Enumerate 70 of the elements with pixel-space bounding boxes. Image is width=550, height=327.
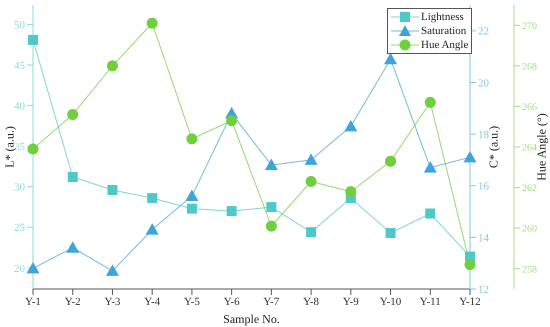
y3-tick-label: 260 bbox=[522, 224, 537, 235]
point bbox=[186, 133, 198, 144]
y3-tick-label: 264 bbox=[522, 142, 537, 154]
point bbox=[425, 208, 436, 219]
legend-label: Hue Angle bbox=[421, 38, 468, 51]
y-tick-label: 30 bbox=[14, 182, 26, 194]
point bbox=[106, 264, 119, 276]
point bbox=[68, 172, 78, 182]
point bbox=[146, 18, 158, 29]
y3-tick-label: 266 bbox=[522, 102, 537, 113]
point bbox=[304, 153, 318, 165]
y-tick-label: 25 bbox=[14, 222, 26, 234]
point bbox=[107, 185, 118, 196]
point bbox=[306, 227, 316, 238]
y-axis-title: L* (a.u.) bbox=[2, 126, 16, 168]
point bbox=[464, 150, 476, 162]
point bbox=[385, 156, 396, 167]
y2-tick-label: 14 bbox=[478, 232, 490, 244]
y-tick-label: 20 bbox=[14, 262, 26, 275]
point bbox=[266, 202, 276, 212]
x-tick-label: Y-8 bbox=[303, 296, 320, 308]
y-tick-label: 35 bbox=[14, 141, 26, 154]
y3-tick-label: 270 bbox=[522, 20, 537, 32]
y2-tick-label: 22 bbox=[478, 26, 489, 38]
x-tick-label: Y-12 bbox=[459, 296, 481, 308]
legend-label: Saturation bbox=[421, 24, 466, 37]
y2-tick-label: 12 bbox=[478, 284, 489, 296]
point bbox=[386, 228, 396, 238]
y-tick-label: 50 bbox=[14, 19, 26, 32]
point bbox=[185, 190, 198, 202]
point bbox=[66, 241, 80, 253]
point bbox=[67, 109, 78, 120]
point bbox=[226, 206, 237, 216]
point bbox=[28, 34, 38, 45]
legend-label: Lightness bbox=[421, 10, 464, 23]
point bbox=[424, 161, 437, 173]
point bbox=[186, 204, 197, 214]
x-tick-label: Y-9 bbox=[342, 296, 360, 308]
y3-tick-label: 268 bbox=[522, 61, 537, 72]
y-tick-label: 40 bbox=[14, 100, 26, 113]
y3-tick-label: 258 bbox=[522, 264, 537, 276]
x-axis-title: Sample No. bbox=[223, 312, 280, 326]
point bbox=[264, 158, 278, 170]
x-tick-label: Y-6 bbox=[224, 296, 240, 308]
point bbox=[306, 176, 317, 187]
point bbox=[464, 259, 476, 270]
x-tick-label: Y-10 bbox=[380, 296, 402, 308]
x-tick-label: Y-2 bbox=[64, 296, 81, 308]
x-tick-label: Y-3 bbox=[104, 296, 121, 308]
point bbox=[26, 262, 40, 274]
point bbox=[424, 96, 436, 108]
point bbox=[345, 186, 356, 198]
y3-tick-label: 262 bbox=[522, 183, 537, 194]
point bbox=[146, 223, 159, 235]
x-tick-label: Y-11 bbox=[420, 296, 441, 308]
y2-tick-label: 16 bbox=[478, 180, 490, 193]
y2-tick-label: 18 bbox=[478, 128, 490, 141]
point bbox=[384, 52, 398, 64]
point bbox=[106, 60, 118, 72]
point bbox=[266, 220, 277, 232]
x-tick-label: Y-7 bbox=[263, 296, 280, 308]
y2-tick-label: 20 bbox=[478, 77, 490, 90]
point bbox=[344, 120, 358, 132]
x-tick-label: Y-1 bbox=[25, 296, 41, 308]
point bbox=[28, 144, 38, 155]
point bbox=[226, 115, 238, 126]
y-tick-label: 45 bbox=[14, 60, 26, 72]
x-tick-label: Y-5 bbox=[184, 296, 200, 308]
x-tick-label: Y-4 bbox=[144, 296, 161, 308]
point bbox=[147, 193, 158, 204]
